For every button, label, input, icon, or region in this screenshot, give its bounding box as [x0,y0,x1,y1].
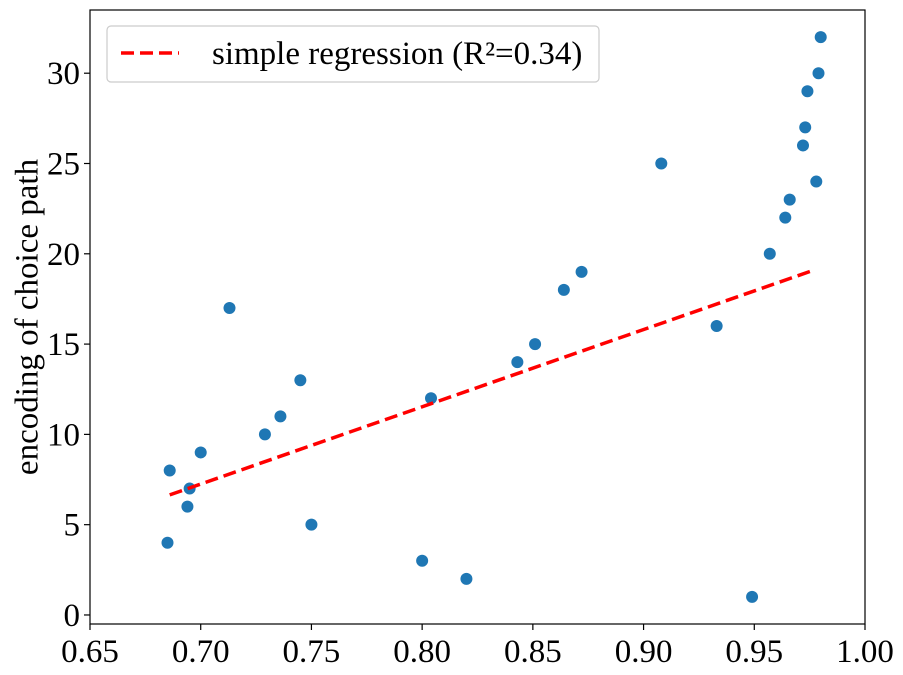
x-tick-label: 0.80 [393,634,451,670]
scatter-point [783,193,796,206]
x-tick-label: 0.95 [725,634,783,670]
y-axis-label: encoding of choice path [10,158,46,475]
legend-box [106,25,600,83]
x-tick-label: 0.65 [61,634,119,670]
scatter-point [797,139,809,152]
scatter-point [258,428,271,441]
scatter-point [460,572,473,585]
scatter-point [779,211,792,224]
scatter-point [181,500,194,513]
scatter-point [305,518,318,531]
y-tick-label: 0 [64,598,81,634]
scatter-point [274,410,287,423]
y-tick-label: 25 [47,147,80,183]
x-tick-label: 0.90 [615,634,673,670]
y-tick-label: 10 [47,417,80,453]
scatter-point [810,175,823,188]
scatter-point [425,392,437,405]
plot-marks [161,31,827,603]
x-tick-label: 0.85 [504,634,562,670]
legend-label: simple regression (R²=0.34) [212,36,582,72]
y-tick-label: 15 [47,327,80,363]
scatter-point [161,536,174,549]
scatter-point [194,446,207,459]
scatter-point [557,283,570,296]
tick-layer: 0.65 0.70 0.75 0.80 0.85 0.90 0.95 1.00 0 5 10 15 20… [47,56,894,670]
scatter-point [294,374,307,387]
plot-frame [89,9,866,625]
scatter-point [529,338,542,351]
scatter-point [223,301,236,314]
scatter-point [710,320,723,333]
y-tick-label: 20 [47,237,80,273]
legend: simple regression (R²=0.34) [106,25,600,83]
scatter-point [801,85,814,98]
scatter-point [416,554,429,567]
x-tick-label: 0.70 [172,634,230,670]
scatter-point [575,265,588,278]
scatter-point [763,247,776,260]
x-tick-label: 1.00 [836,634,894,670]
y-tick-label: 5 [64,508,81,544]
y-tick-label: 30 [47,56,80,92]
scatter-point [163,464,176,477]
scatter-point [799,121,812,134]
scatter-point [655,157,668,170]
scatter-point [812,67,825,80]
scatter-point [814,31,827,44]
scatter-point [511,356,524,369]
scatter-point [746,590,759,603]
x-tick-label: 0.75 [283,634,341,670]
